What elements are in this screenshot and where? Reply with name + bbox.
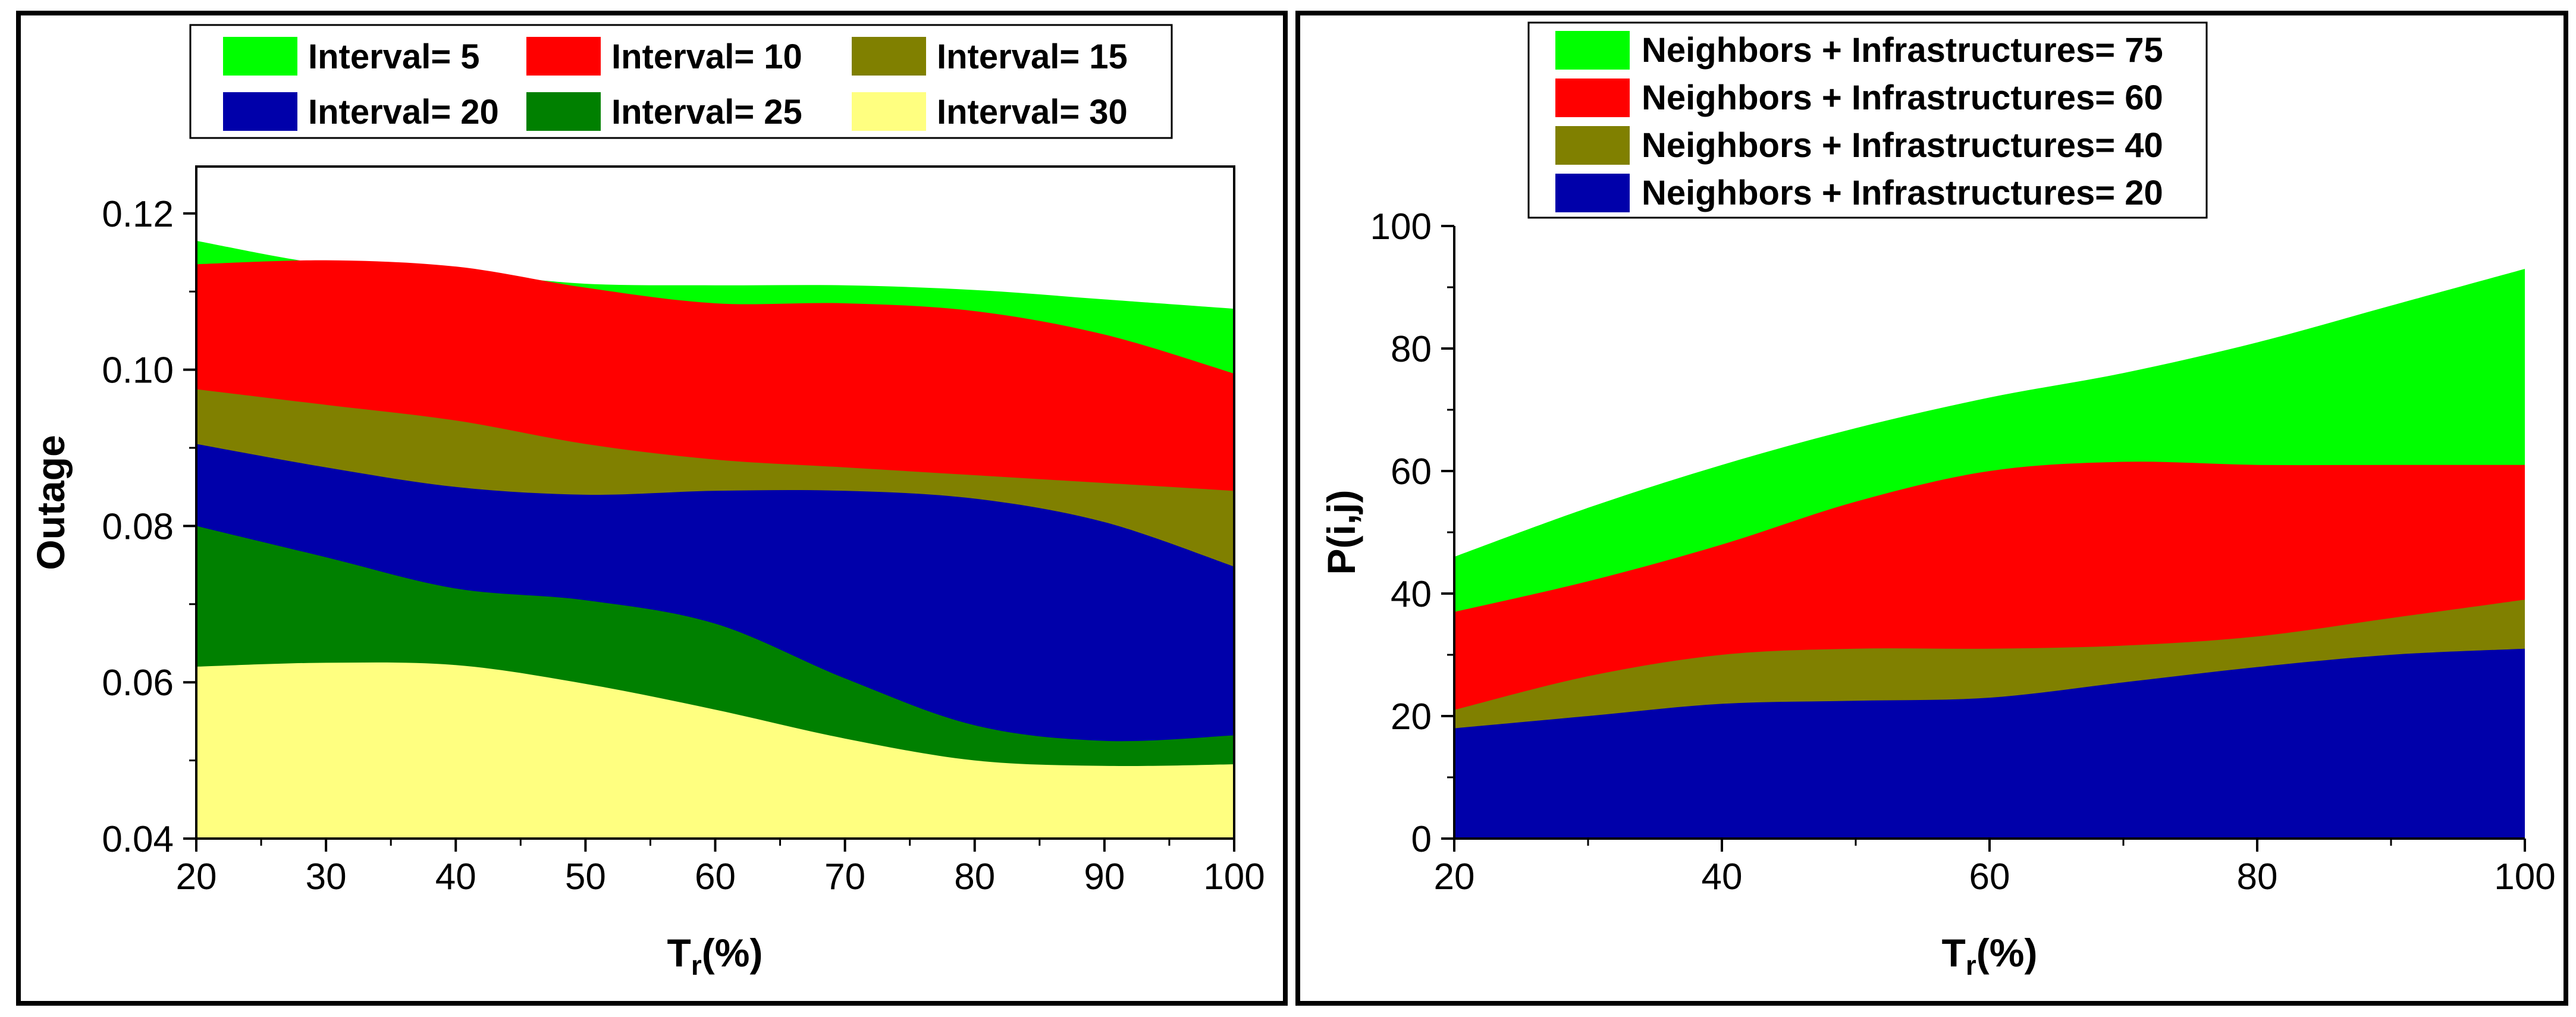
left-x-tick-label-6: 80 (954, 856, 995, 897)
left-legend-swatch-5 (852, 92, 926, 131)
left-y-tick-label-2: 0.08 (102, 506, 174, 547)
right-legend-swatch-1 (1555, 79, 1630, 117)
right-legend: Neighbors + Infrastructures= 75 Neighbor… (1527, 21, 2208, 219)
right-x-tick-label-1: 40 (1702, 856, 1743, 897)
left-x-tick-label-7: 90 (1084, 856, 1125, 897)
right-y-tick-label-0: 0 (1411, 819, 1432, 860)
right-y-tick-label-2: 40 (1391, 574, 1432, 615)
right-y-tick-label-3: 60 (1391, 451, 1432, 492)
right-legend-label-3: Neighbors + Infrastructures= 20 (1642, 174, 2163, 212)
right-x-ticks: 20 40 60 80 100 (1434, 839, 2556, 897)
left-y-tick-label-4: 0.12 (102, 194, 174, 235)
right-x-axis-label-tail: (%) (1976, 931, 2038, 975)
left-panel-frame (16, 11, 1288, 1006)
right-y-axis-label: P(i,j) (1319, 490, 1363, 575)
left-legend-swatch-4 (526, 92, 601, 131)
left-legend-swatch-0 (223, 37, 297, 76)
left-legend-box (189, 24, 1173, 139)
left-legend: Interval= 5 Interval= 10 Interval= 15 In… (189, 24, 1173, 139)
right-panel-frame (1295, 11, 2568, 1006)
left-y-tick-label-1: 0.06 (102, 663, 174, 704)
left-x-axis-label: Tr(%) (667, 931, 763, 981)
right-x-axis-label-sub: r (1966, 950, 1976, 981)
left-x-tick-label-0: 20 (176, 856, 217, 897)
right-area-layers (1454, 269, 2525, 839)
left-x-tick-label-1: 30 (306, 856, 347, 897)
left-x-tick-label-4: 60 (695, 856, 736, 897)
left-legend-label-3: Interval= 20 (308, 93, 499, 131)
right-y-tick-label-1: 20 (1391, 696, 1432, 737)
right-x-axis-label-main: T (1942, 931, 1966, 975)
left-x-tick-label-5: 70 (824, 856, 865, 897)
left-y-ticks: 0.04 0.06 0.08 0.10 0.12 (102, 194, 196, 860)
left-x-axis-label-main: T (667, 931, 691, 975)
right-x-axis-label: Tr(%) (1942, 931, 2038, 981)
left-x-axis-label-tail: (%) (702, 931, 763, 975)
left-legend-label-1: Interval= 10 (611, 37, 802, 76)
right-y-tick-label-5: 100 (1370, 206, 1432, 247)
left-legend-swatch-3 (223, 92, 297, 131)
left-y-axis-label: Outage (29, 435, 73, 570)
left-legend-label-4: Interval= 25 (611, 93, 802, 131)
right-y-ticks: 0 20 40 60 80 100 (1370, 206, 1454, 860)
right-legend-swatch-2 (1555, 126, 1630, 165)
left-y-tick-label-0: 0.04 (102, 819, 174, 860)
right-x-tick-label-4: 100 (2494, 856, 2555, 897)
left-x-tick-label-2: 40 (435, 856, 476, 897)
left-area-5 (196, 662, 1234, 839)
left-legend-label-0: Interval= 5 (308, 37, 480, 76)
left-area-layers (196, 240, 1234, 839)
right-legend-box (1527, 21, 2208, 219)
right-legend-label-1: Neighbors + Infrastructures= 60 (1642, 79, 2163, 117)
left-legend-label-5: Interval= 30 (937, 93, 1128, 131)
left-chart: 20 30 40 50 60 70 80 90 100 0.04 0.06 0.08 0.10 0.12… (29, 24, 1265, 981)
left-legend-label-2: Interval= 15 (937, 37, 1128, 76)
left-x-axis-label-sub: r (691, 950, 702, 981)
left-legend-swatch-2 (852, 37, 926, 76)
right-legend-swatch-0 (1555, 31, 1630, 70)
left-x-ticks: 20 30 40 50 60 70 80 90 100 (176, 839, 1265, 897)
right-y-tick-label-4: 80 (1391, 329, 1432, 370)
right-x-tick-label-0: 20 (1434, 856, 1475, 897)
right-x-tick-label-2: 60 (1969, 856, 2010, 897)
right-legend-label-2: Neighbors + Infrastructures= 40 (1642, 126, 2163, 165)
right-x-tick-label-3: 80 (2237, 856, 2278, 897)
right-area-3 (1454, 648, 2525, 839)
right-legend-label-0: Neighbors + Infrastructures= 75 (1642, 31, 2163, 70)
left-y-tick-label-3: 0.10 (102, 350, 174, 391)
left-legend-swatch-1 (526, 37, 601, 76)
right-legend-swatch-3 (1555, 174, 1630, 212)
left-x-tick-label-3: 50 (565, 856, 606, 897)
left-x-tick-label-8: 100 (1203, 856, 1265, 897)
